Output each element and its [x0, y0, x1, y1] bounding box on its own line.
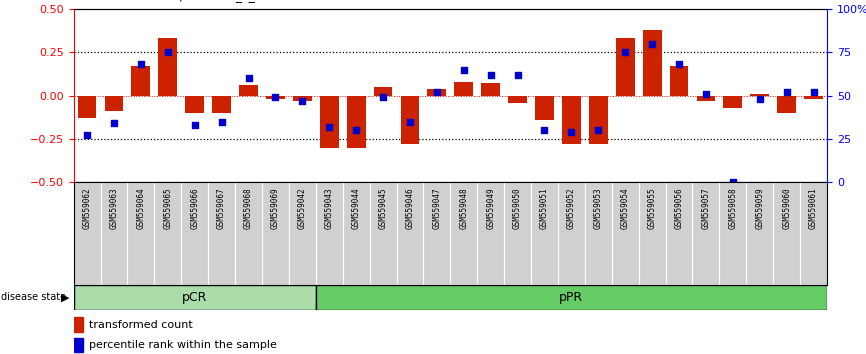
Bar [212, 96, 231, 113]
Point [188, 122, 202, 128]
Point [645, 41, 659, 46]
Point [215, 119, 229, 125]
Bar [481, 84, 500, 96]
Text: GSM559044: GSM559044 [352, 188, 360, 229]
Point [618, 50, 632, 55]
Text: GSM559069: GSM559069 [271, 188, 280, 229]
Text: GSM559051: GSM559051 [540, 188, 549, 229]
Bar [74, 285, 316, 310]
Text: GSM559049: GSM559049 [486, 188, 495, 229]
Point [403, 119, 417, 125]
Bar [239, 85, 258, 96]
Text: GSM559042: GSM559042 [298, 188, 307, 229]
Bar [346, 96, 365, 148]
Bar [132, 66, 151, 96]
Point [779, 89, 793, 95]
Point [591, 127, 605, 133]
Point [430, 89, 443, 95]
Point [699, 91, 713, 97]
Text: GSM559067: GSM559067 [217, 188, 226, 229]
Point [161, 50, 175, 55]
Point [134, 62, 148, 67]
Bar [74, 338, 83, 352]
Text: GSM559048: GSM559048 [459, 188, 469, 229]
Bar [643, 30, 662, 96]
Text: GSM559054: GSM559054 [621, 188, 630, 229]
Text: GSM559068: GSM559068 [244, 188, 253, 229]
Point [457, 67, 471, 73]
Bar [401, 96, 419, 144]
Text: GSM559058: GSM559058 [728, 188, 737, 229]
Text: GSM559059: GSM559059 [755, 188, 765, 229]
Text: GSM559046: GSM559046 [405, 188, 415, 229]
Bar [78, 96, 96, 118]
Bar [669, 66, 688, 96]
Point [242, 75, 255, 81]
Bar [750, 94, 769, 96]
Bar [373, 87, 392, 96]
Bar [805, 96, 823, 99]
Bar [562, 96, 581, 144]
Text: GSM559047: GSM559047 [432, 188, 442, 229]
Point [484, 72, 498, 78]
Point [538, 127, 552, 133]
Text: GSM559065: GSM559065 [164, 188, 172, 229]
Bar [105, 96, 123, 111]
Text: disease state: disease state [1, 292, 66, 302]
Bar [428, 88, 446, 96]
Text: GSM559066: GSM559066 [191, 188, 199, 229]
Text: percentile rank within the sample: percentile rank within the sample [88, 340, 276, 350]
Text: GSM559045: GSM559045 [378, 188, 388, 229]
Bar [696, 96, 715, 101]
Text: GSM559063: GSM559063 [109, 188, 119, 229]
Text: GSM559060: GSM559060 [782, 188, 792, 229]
Bar [320, 96, 339, 148]
Point [753, 96, 766, 102]
Text: GSM559053: GSM559053 [594, 188, 603, 229]
Bar [778, 96, 796, 113]
Bar [74, 317, 83, 332]
Point [349, 127, 363, 133]
Text: GSM559052: GSM559052 [567, 188, 576, 229]
Point [376, 95, 390, 100]
Bar [508, 96, 527, 103]
Point [107, 120, 121, 126]
Text: GSM559055: GSM559055 [648, 188, 656, 229]
Bar [293, 96, 312, 101]
Text: GSM559056: GSM559056 [675, 188, 683, 229]
Bar [723, 96, 742, 108]
Point [511, 72, 525, 78]
Bar [185, 96, 204, 113]
Text: pCR: pCR [182, 291, 207, 304]
Text: GSM559064: GSM559064 [136, 188, 145, 229]
Text: GSM559043: GSM559043 [325, 188, 333, 229]
Text: GSM559062: GSM559062 [82, 188, 92, 229]
Text: transformed count: transformed count [88, 320, 192, 330]
Bar [589, 96, 608, 144]
Bar [616, 38, 635, 96]
Point [726, 179, 740, 185]
Point [268, 95, 282, 100]
Text: GSM559050: GSM559050 [513, 188, 522, 229]
Bar [158, 38, 178, 96]
Point [565, 129, 578, 135]
Bar [266, 96, 285, 99]
Point [672, 62, 686, 67]
Bar [455, 82, 473, 96]
Text: GDS3721 / 217868_s_at: GDS3721 / 217868_s_at [117, 0, 268, 2]
Bar [535, 96, 554, 120]
Point [295, 98, 309, 104]
Point [81, 133, 94, 138]
Text: pPR: pPR [559, 291, 584, 304]
Point [806, 89, 820, 95]
Text: GSM559057: GSM559057 [701, 188, 710, 229]
Text: GSM559061: GSM559061 [809, 188, 818, 229]
Point [322, 124, 336, 130]
Bar [316, 285, 827, 310]
Text: ▶: ▶ [61, 292, 69, 302]
